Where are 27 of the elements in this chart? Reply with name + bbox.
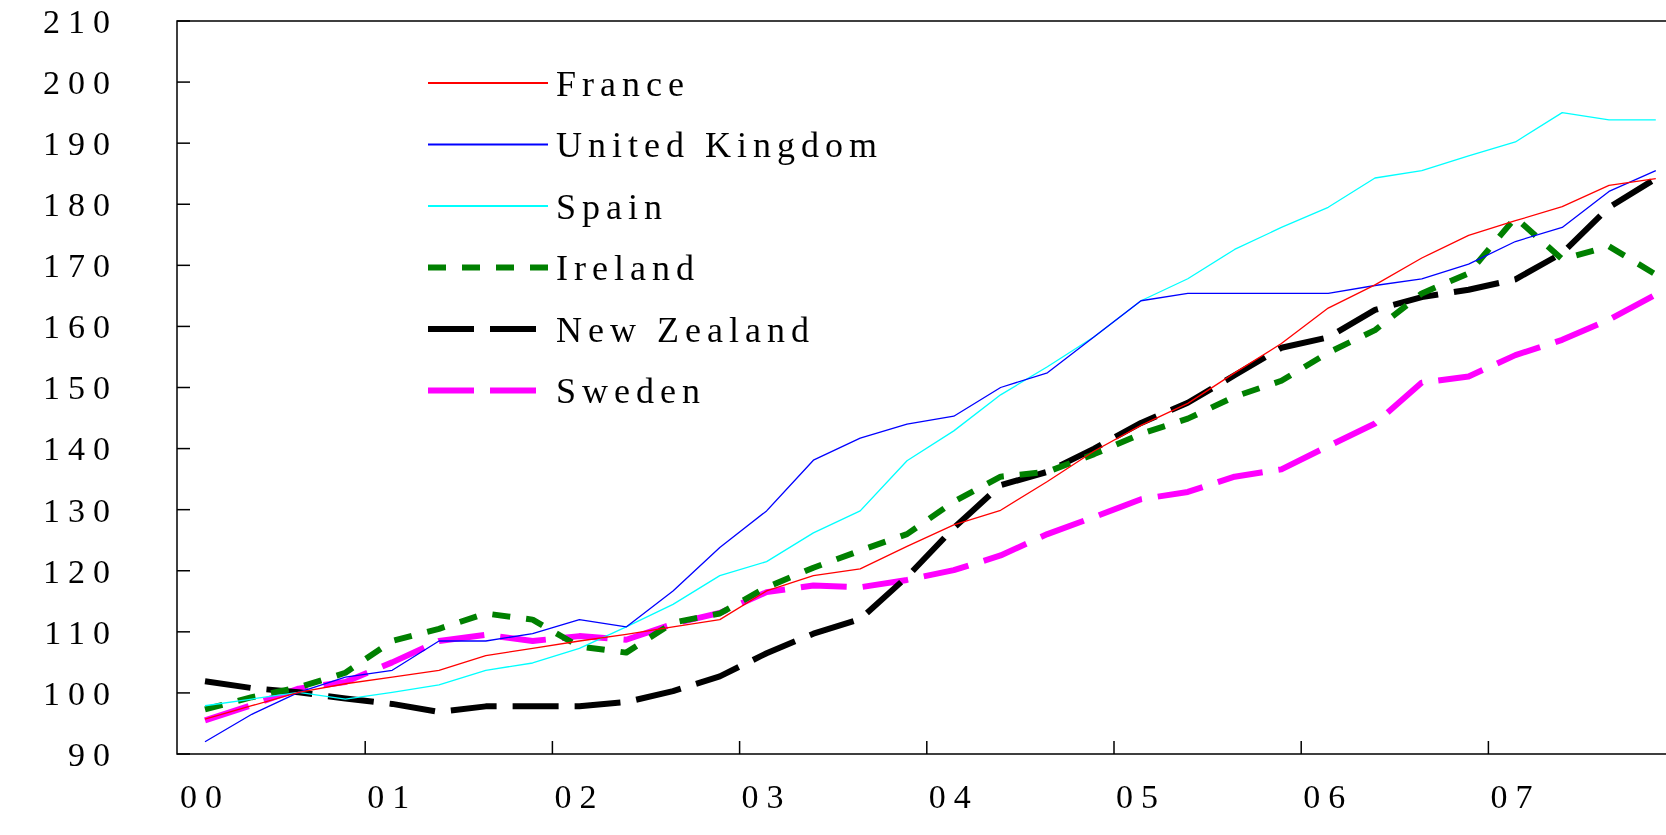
x-tick-label: 01: [367, 778, 418, 815]
y-tick-label: 140: [43, 430, 118, 468]
y-tick-label: 210: [43, 2, 118, 40]
legend-label: Sweden: [556, 371, 706, 412]
legend-label: Spain: [556, 186, 669, 227]
y-tick-label: 170: [43, 247, 118, 285]
x-tick-label: 00: [180, 778, 230, 815]
y-tick-label: 100: [43, 674, 118, 712]
y-tick-label: 130: [43, 491, 118, 529]
x-tick-label: 07: [1490, 778, 1541, 815]
y-tick-label: 190: [43, 125, 118, 163]
x-tick-label: 03: [741, 778, 792, 815]
legend-label: New Zealand: [556, 309, 815, 350]
y-tick-label: 200: [43, 63, 118, 101]
x-tick-label: 02: [554, 778, 605, 815]
y-tick-label: 90: [68, 735, 118, 773]
legend-label: France: [556, 63, 690, 104]
y-tick-label: 160: [43, 308, 118, 346]
y-tick-label: 180: [43, 186, 118, 224]
y-tick-label: 150: [43, 369, 118, 407]
legend-label: United Kingdom: [556, 125, 883, 166]
legend-label: Ireland: [556, 248, 700, 289]
x-tick-label: 05: [1116, 778, 1166, 815]
y-tick-label: 120: [43, 552, 118, 590]
x-tick-label: 06: [1303, 778, 1354, 815]
x-tick-label: 04: [928, 778, 979, 815]
y-tick-label: 110: [44, 613, 118, 651]
